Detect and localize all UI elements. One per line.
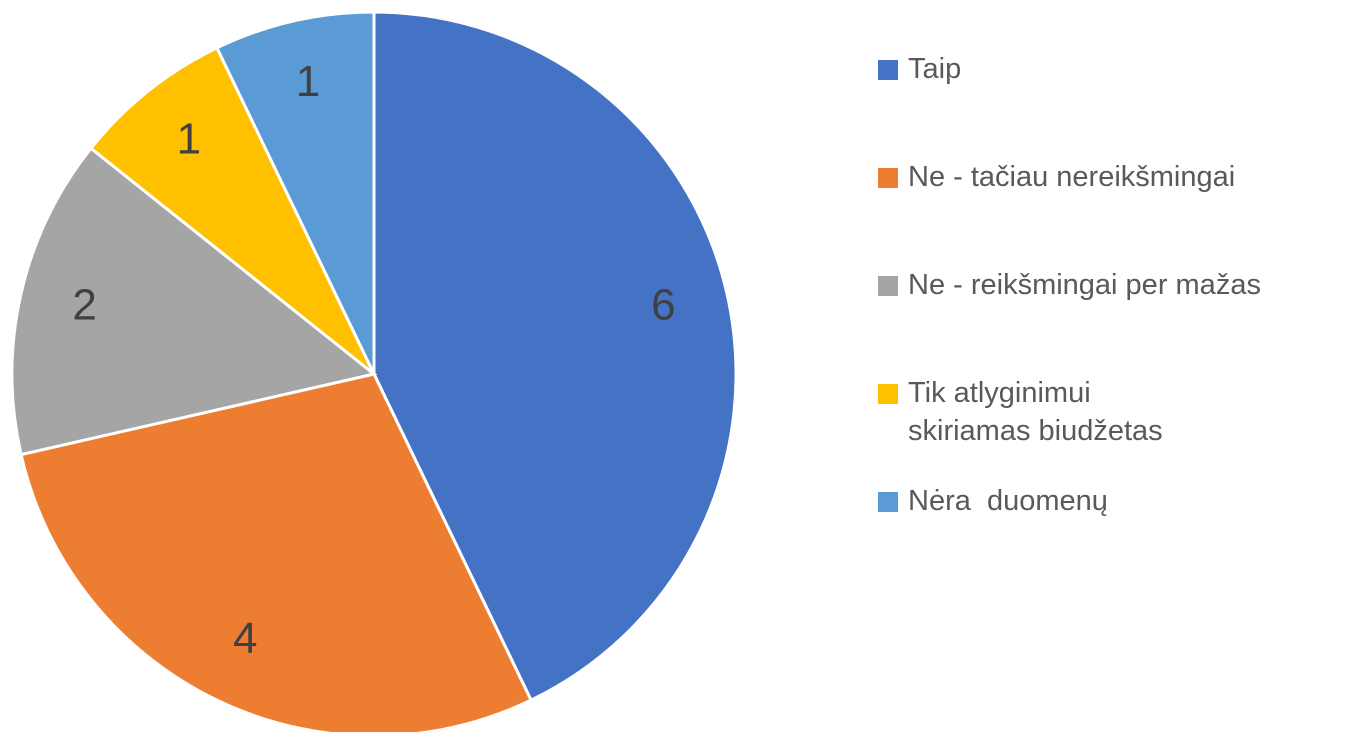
pie-slice xyxy=(19,372,534,732)
legend-label: Ne - tačiau nereikšmingai xyxy=(908,161,1236,193)
data-label: 6 xyxy=(651,281,675,330)
data-label: 1 xyxy=(296,57,320,106)
legend-label: Taip xyxy=(908,53,962,85)
legend-item: Ne - reikšmingai per mažas xyxy=(878,266,1358,374)
pie-slice xyxy=(372,10,738,703)
legend-label: Ne - reikšmingai per mažas xyxy=(908,269,1261,301)
legend-item: Taip xyxy=(878,50,1358,158)
pie-slice xyxy=(214,10,376,375)
data-label: 2 xyxy=(72,281,96,330)
legend-swatch xyxy=(878,384,898,404)
legend-label: Nėra duomenų xyxy=(908,485,1108,517)
legend-swatch xyxy=(878,60,898,80)
pie-slice xyxy=(88,45,376,376)
legend-swatch xyxy=(878,492,898,512)
legend-item: Ne - tačiau nereikšmingai xyxy=(878,158,1358,266)
legend: Taip Ne - tačiau nereikšmingai Ne - reikšm… xyxy=(878,50,1358,590)
legend-label: Tik atlyginimui skiriamas biudžetas xyxy=(908,377,1163,447)
pie-slice xyxy=(10,146,378,457)
legend-swatch xyxy=(878,168,898,188)
data-label: 4 xyxy=(233,614,257,663)
legend-item: Nėra duomenų xyxy=(878,482,1358,590)
legend-swatch xyxy=(878,276,898,296)
legend-item: Tik atlyginimui skiriamas biudžetas xyxy=(878,374,1358,482)
data-label: 1 xyxy=(177,115,201,164)
chart: 6 4 2 1 1 xyxy=(10,10,738,732)
